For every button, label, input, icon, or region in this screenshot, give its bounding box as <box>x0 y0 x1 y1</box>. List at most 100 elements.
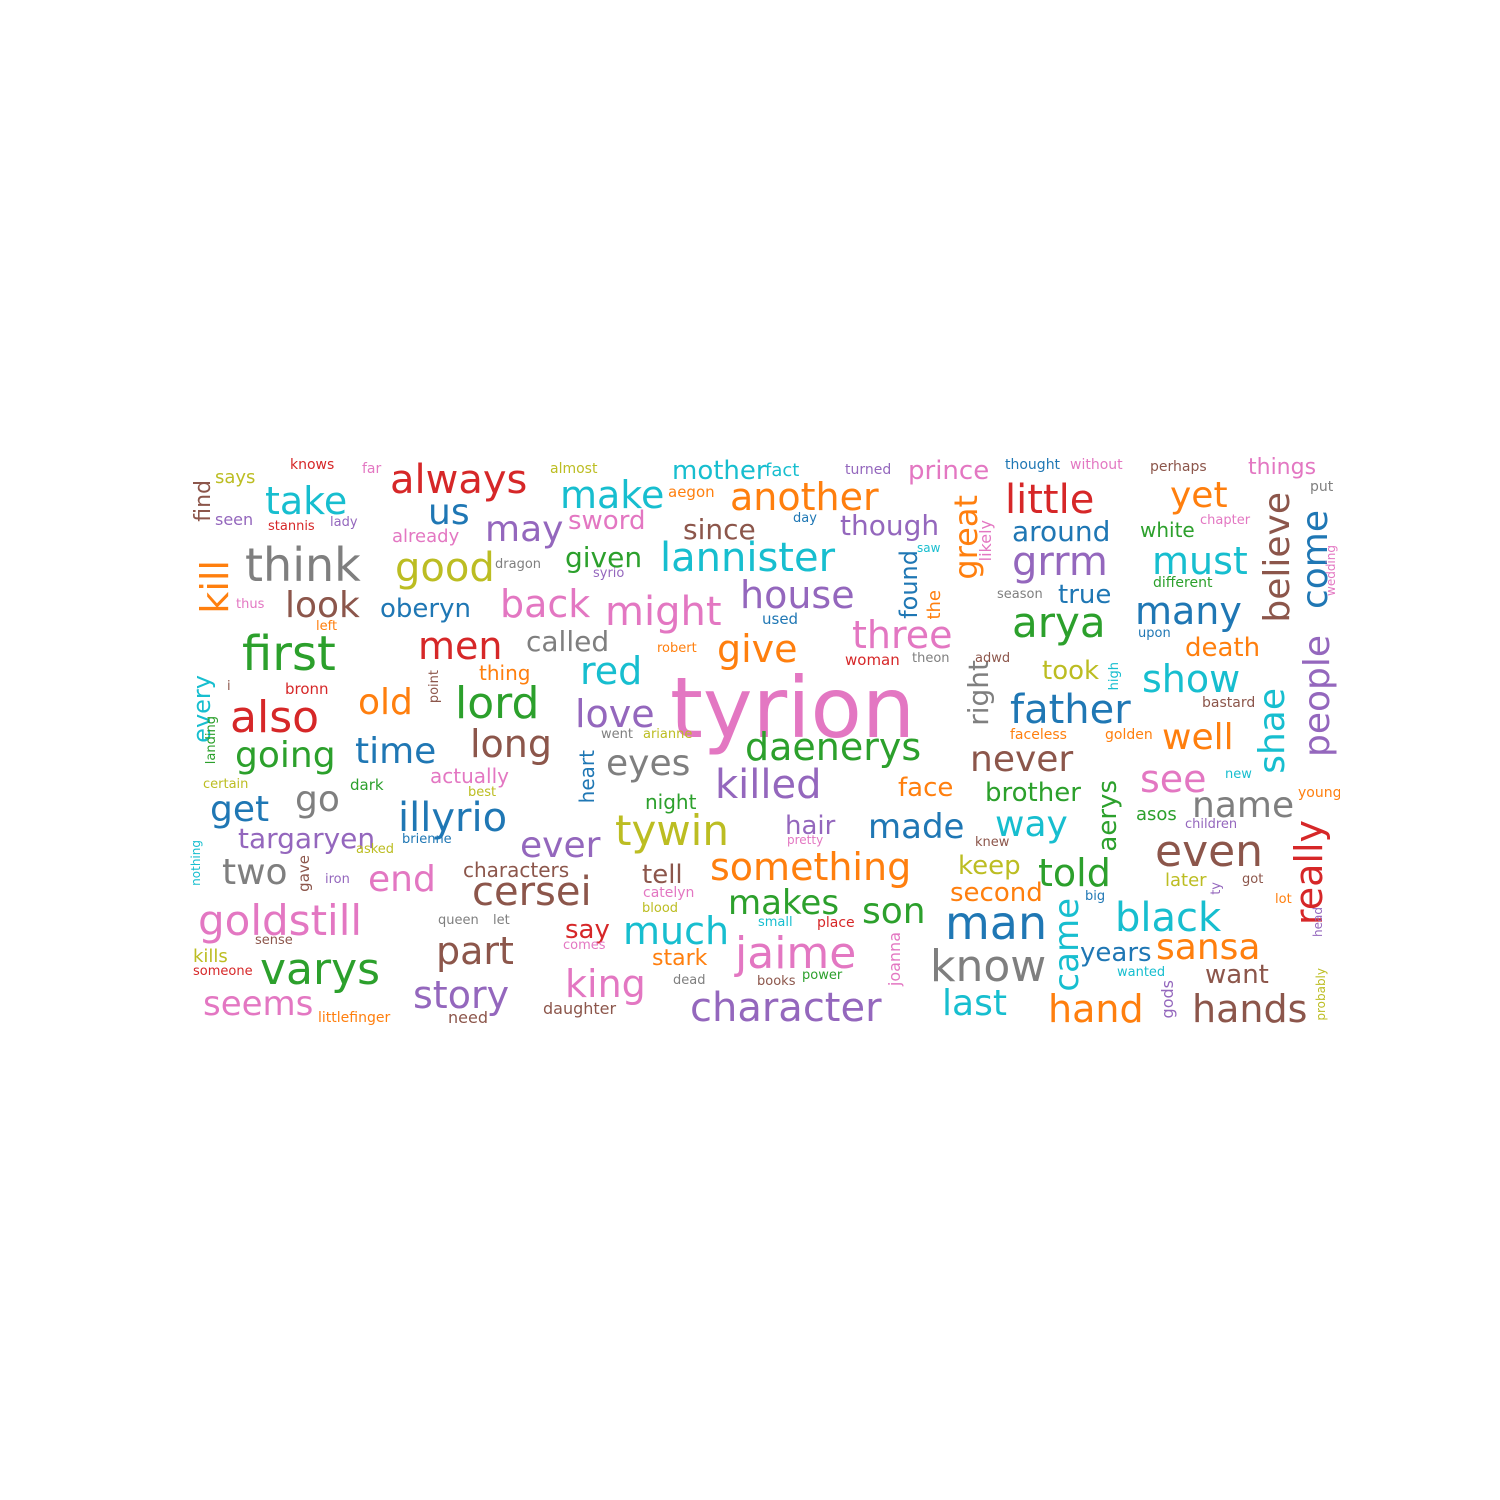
word-cersei: cersei <box>472 869 592 915</box>
word-wanted: wanted <box>1117 965 1166 980</box>
word-two: two <box>222 852 288 893</box>
word-high: high <box>1107 662 1122 691</box>
word-actually: actually <box>430 764 509 788</box>
word-house: house <box>740 573 855 617</box>
word-knew: knew <box>975 835 1010 850</box>
word-got: got <box>1242 872 1264 887</box>
word-point: point <box>427 670 442 704</box>
word-used: used <box>762 610 799 628</box>
word-characters: characters <box>463 858 570 882</box>
word-aegon: aegon <box>668 483 715 501</box>
word-small: small <box>758 915 793 930</box>
word-going: going <box>235 735 336 776</box>
word-came: came <box>1047 898 1087 992</box>
word-saw: saw <box>917 541 941 555</box>
word-heart: heart <box>575 750 599 804</box>
word-back: back <box>500 582 591 626</box>
word-daenerys: daenerys <box>745 725 922 769</box>
word-love: love <box>575 692 655 736</box>
word-true: true <box>1058 580 1112 610</box>
word-thing: thing <box>479 661 531 685</box>
word-might: might <box>605 589 722 635</box>
word-lannister: lannister <box>660 535 836 581</box>
word-illyrio: illyrio <box>398 795 508 841</box>
word-man: man <box>945 896 1048 950</box>
word-let: let <box>493 913 510 928</box>
word-face: face <box>898 773 954 803</box>
word-someone: someone <box>193 964 253 979</box>
word-always: always <box>390 457 528 503</box>
word-catelyn: catelyn <box>643 885 695 901</box>
word-us: us <box>428 492 470 533</box>
word-grrm: grrm <box>1012 539 1108 585</box>
word-hand: hand <box>1048 987 1144 1030</box>
word-children: children <box>1185 817 1238 832</box>
word-took: took <box>1042 656 1100 686</box>
word-killed: killed <box>715 762 822 808</box>
word-prince: prince <box>908 456 990 486</box>
word-littlefinger: littlefinger <box>318 1010 391 1026</box>
word-bastard: bastard <box>1202 695 1256 711</box>
word-say: say <box>565 915 610 945</box>
word-sense: sense <box>255 933 293 948</box>
word-adwd: adwd <box>975 651 1011 666</box>
word-time: time <box>355 731 437 772</box>
word-look: look <box>285 585 360 626</box>
word-get: get <box>210 789 270 830</box>
word-give: give <box>717 627 798 671</box>
word-later: later <box>1165 870 1207 891</box>
word-thus: thus <box>236 597 265 612</box>
word-tell: tell <box>642 860 683 890</box>
word-brother: brother <box>985 778 1081 808</box>
word-daughter: daughter <box>543 999 617 1018</box>
word-dead: dead <box>673 973 706 988</box>
word-woman: woman <box>845 651 900 669</box>
word-i: i <box>227 679 231 694</box>
word-things: things <box>1248 455 1317 480</box>
word-son: son <box>862 891 926 932</box>
word-arya: arya <box>1012 598 1106 647</box>
word-almost: almost <box>550 461 598 477</box>
word-without: without <box>1070 457 1123 473</box>
word-character: character <box>690 985 882 1030</box>
word-comes: comes <box>563 938 606 953</box>
word-well: well <box>1162 717 1234 758</box>
word-keep: keep <box>958 851 1021 881</box>
word-found: found <box>895 550 923 619</box>
word-aerys: aerys <box>1093 780 1123 852</box>
word-make: make <box>560 473 665 517</box>
word-went: went <box>601 727 633 742</box>
word-lady: lady <box>330 515 358 530</box>
word-jaime: jaime <box>735 928 857 979</box>
word-seems: seems <box>203 984 314 1024</box>
word-stark: stark <box>652 946 708 971</box>
word-right: right <box>962 660 995 726</box>
word-story: story <box>413 973 510 1017</box>
word-part: part <box>436 929 514 973</box>
word-way: way <box>995 804 1068 845</box>
word-targaryen: targaryen <box>238 822 376 855</box>
word-queen: queen <box>438 913 479 928</box>
word-best: best <box>468 785 497 800</box>
word-know: know <box>930 941 1047 992</box>
word-faceless: faceless <box>1010 727 1067 743</box>
word-people: people <box>1297 635 1338 758</box>
word-many: many <box>1135 589 1242 633</box>
word-kill: kill <box>193 560 237 614</box>
word-golden: golden <box>1105 727 1153 743</box>
word-says: says <box>215 467 256 488</box>
word-show: show <box>1142 657 1241 701</box>
word-dragon: dragon <box>495 557 542 572</box>
word-syrio: syrio <box>593 566 625 581</box>
word-thought: thought <box>1005 457 1061 473</box>
word-name: name <box>1192 785 1295 826</box>
word-last: last <box>942 983 1007 1024</box>
word-called: called <box>526 625 610 658</box>
word-want: want <box>1205 960 1269 990</box>
word-arianne: arianne <box>643 727 693 742</box>
word-little: little <box>1005 477 1095 523</box>
word-father: father <box>1010 687 1131 733</box>
word-never: never <box>970 739 1074 780</box>
word-place: place <box>817 915 855 931</box>
word-wedding: wedding <box>1324 545 1338 596</box>
